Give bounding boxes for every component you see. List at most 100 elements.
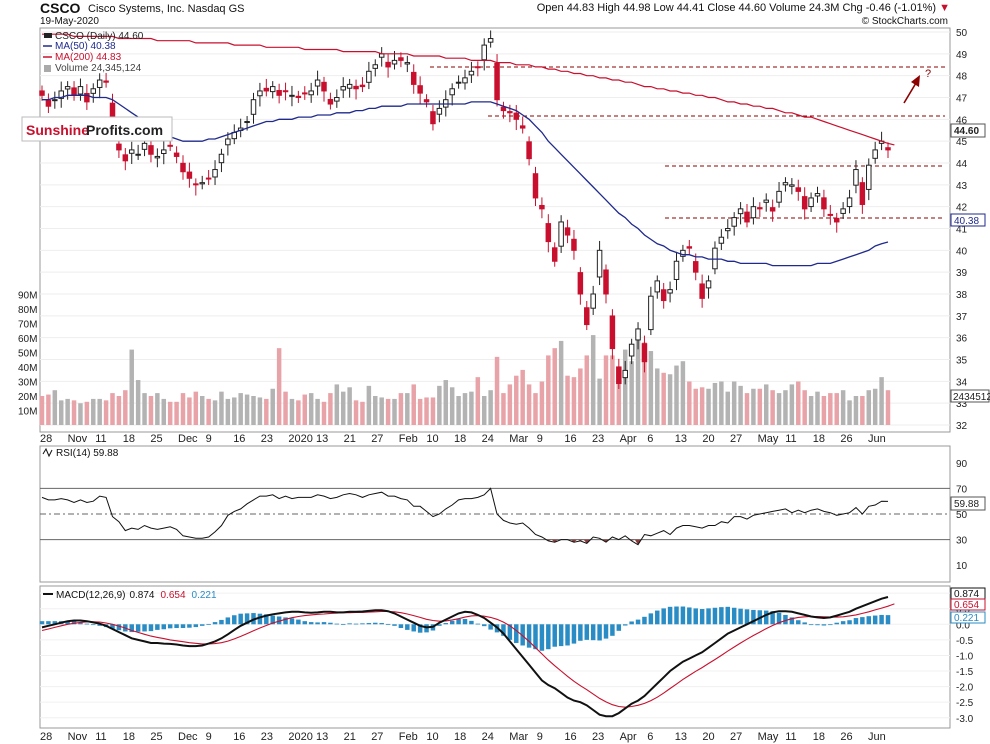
- candle-body: [667, 289, 673, 294]
- macd-hist-bar: [808, 624, 814, 626]
- volume-bar: [52, 390, 58, 425]
- candle-body: [507, 111, 513, 114]
- last-close-label: 44.60: [954, 126, 979, 137]
- candle-body: [859, 182, 866, 205]
- x-tick-label-bottom: Feb: [399, 731, 418, 743]
- x-tick-label-top: 2020: [288, 433, 312, 445]
- macd-hist-bar: [866, 616, 872, 625]
- candle-body: [167, 144, 173, 147]
- candle-body: [731, 217, 737, 227]
- candle-body: [455, 81, 462, 84]
- macd-hist-bar: [693, 608, 698, 625]
- macd-hist-bar: [725, 606, 731, 625]
- macd-hist-bar: [411, 624, 416, 632]
- candle-body: [654, 280, 661, 293]
- candle-body: [410, 71, 417, 85]
- x-tick-label-top: 20: [702, 433, 714, 445]
- macd-hist-bar: [526, 624, 532, 648]
- candle-body: [340, 86, 346, 91]
- candle-body: [866, 164, 872, 190]
- macd-hist-bar: [129, 624, 134, 633]
- candle-body: [481, 44, 487, 61]
- rsi-value-box: [950, 496, 986, 511]
- volume-bar: [885, 390, 891, 425]
- macd-hist-bar: [552, 624, 557, 647]
- volume-bar: [199, 396, 205, 425]
- volume-bar: [539, 381, 545, 425]
- volume-bar: [719, 381, 724, 425]
- candle-body: [398, 57, 404, 61]
- volume-bar: [142, 393, 147, 425]
- macd-hist-bar: [232, 615, 237, 625]
- macd-tick-label: -1.5: [956, 667, 974, 678]
- price-tick-label: 41: [956, 225, 968, 236]
- candle-body: [821, 197, 827, 210]
- macd-hist-bar: [546, 624, 551, 650]
- x-tick-label-top: 27: [371, 433, 383, 445]
- volume-bar: [475, 377, 481, 425]
- candle-body: [532, 173, 539, 199]
- candle-body: [321, 81, 327, 92]
- volume-bar: [161, 398, 167, 425]
- macd-hist-bar: [385, 623, 391, 625]
- macd-hist-bar: [885, 615, 891, 625]
- candle-body: [519, 125, 526, 129]
- volume-bar: [443, 380, 449, 425]
- volume-bar: [180, 393, 186, 425]
- macd-hist-bar: [661, 608, 666, 625]
- candle-body: [487, 38, 494, 43]
- macd-hist-bar: [334, 623, 340, 625]
- volume-bar: [283, 391, 288, 425]
- x-tick-label-top: 27: [730, 433, 742, 445]
- candle-body: [808, 197, 814, 208]
- candle-body: [244, 121, 250, 124]
- macd-hist-bar: [392, 624, 397, 626]
- volume-bar: [552, 348, 557, 425]
- candle-body: [314, 79, 321, 87]
- volume-bar: [193, 391, 199, 425]
- macd-hist-bar: [443, 623, 449, 625]
- macd-hist-bar: [751, 609, 756, 625]
- macd-hist-bar: [821, 624, 827, 626]
- arrow-shaft: [903, 82, 917, 104]
- candle-body: [840, 208, 846, 214]
- macd-hist-bar: [610, 624, 615, 636]
- volume-bar: [687, 381, 692, 425]
- macd-hist-bar: [590, 624, 596, 641]
- macd-hist-bar: [65, 621, 70, 625]
- question-mark: ?: [925, 68, 931, 80]
- candle-body: [327, 98, 334, 105]
- macd-label-prefix: MACD(12,26,9): [56, 590, 125, 601]
- macd-hist-bar: [731, 607, 737, 625]
- chart-date: 19-May-2020: [40, 16, 99, 27]
- volume-bar: [763, 384, 769, 425]
- x-tick-label-bottom: 13: [316, 731, 328, 743]
- volume-tick-label: 80M: [18, 305, 37, 316]
- volume-bar: [674, 365, 679, 425]
- volume-bar: [424, 397, 429, 425]
- x-tick-label-bottom: 9: [537, 731, 543, 743]
- candle-body: [359, 84, 366, 88]
- macd-hist-bar: [796, 620, 801, 625]
- macd-hist-bar: [776, 612, 782, 625]
- macd-hist-bar: [507, 624, 513, 640]
- volume-bar: [507, 384, 513, 425]
- candle-body: [468, 70, 475, 76]
- ma50-value-box: [950, 213, 986, 227]
- chart-header: CSCO Cisco Systems, Inc. Nasdaq GS 19-Ma…: [0, 0, 990, 28]
- candle-body: [135, 153, 141, 156]
- candle-body: [603, 269, 609, 295]
- down-marker-icon: ▼: [939, 2, 950, 14]
- candle-body: [801, 196, 808, 210]
- candle-body: [180, 162, 186, 173]
- macd-hist-bar: [398, 624, 404, 629]
- macd-tick-label: -2.5: [956, 698, 974, 709]
- volume-bar: [860, 396, 865, 425]
- x-tick-label-top: 23: [261, 433, 273, 445]
- candle-body: [763, 199, 769, 203]
- macd-hist-bar: [302, 621, 308, 625]
- macd-hist-bar: [520, 624, 525, 646]
- volume-bar: [667, 374, 673, 425]
- volume-bar: [731, 381, 737, 425]
- candle-body: [430, 111, 436, 125]
